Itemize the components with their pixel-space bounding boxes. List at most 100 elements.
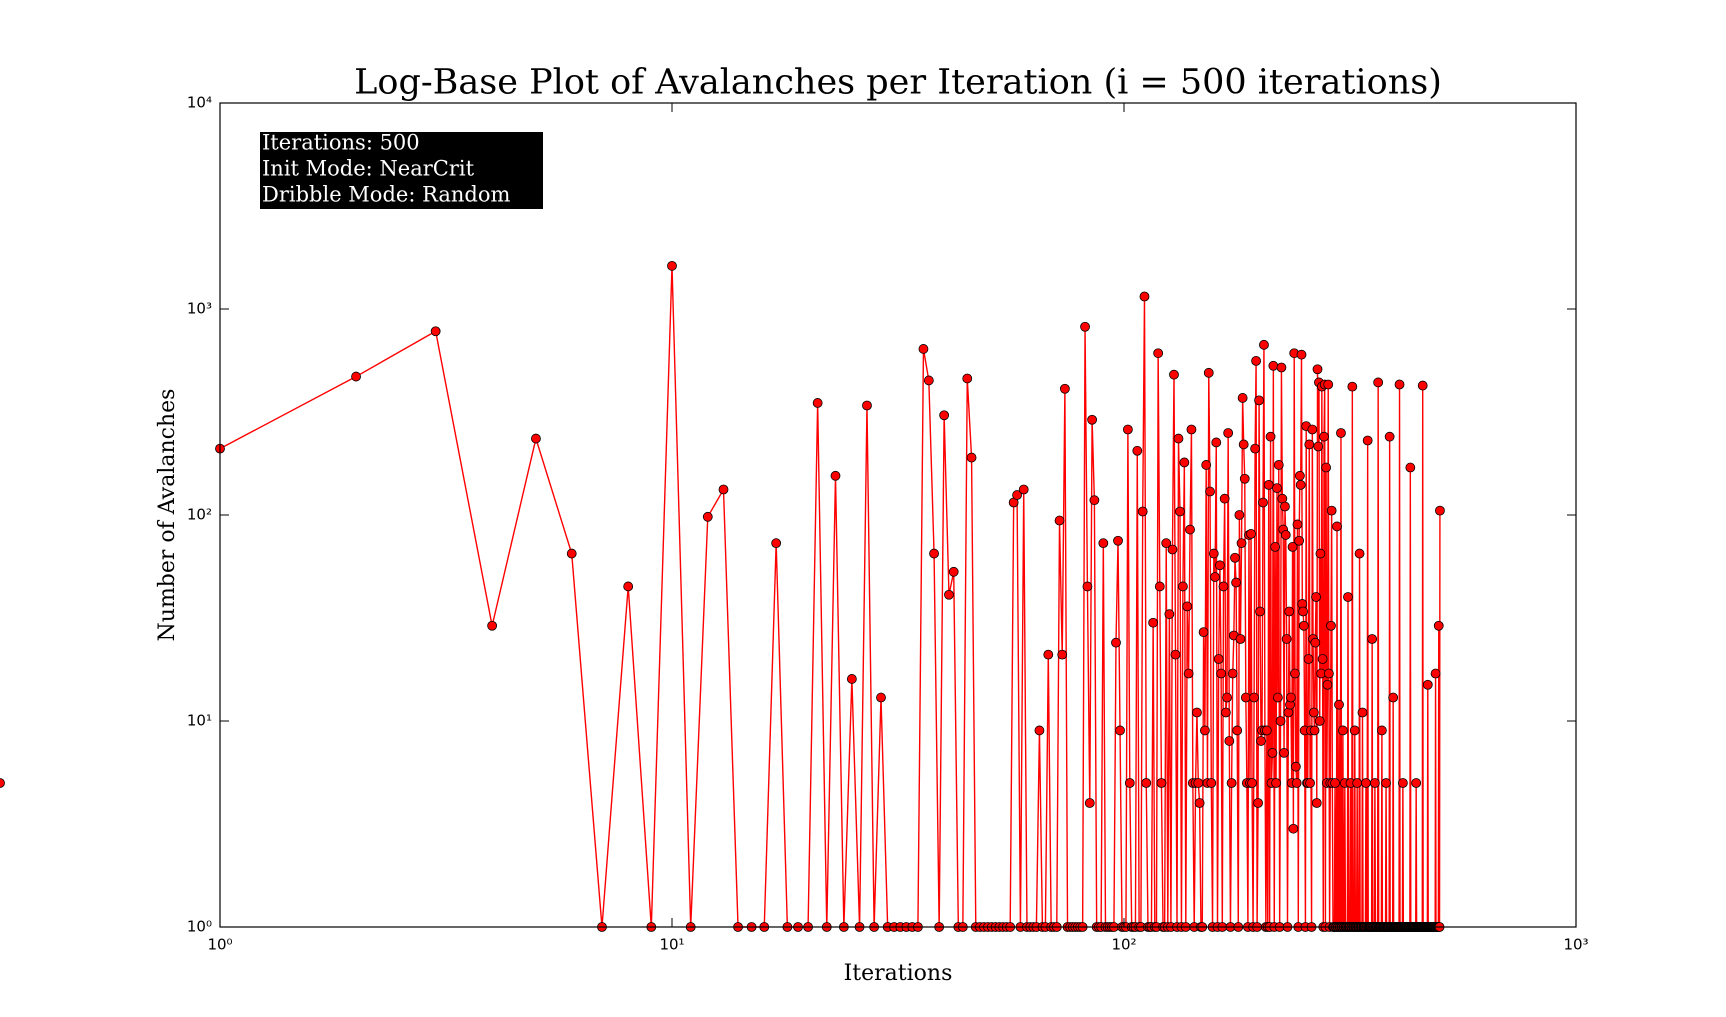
point xyxy=(1253,798,1263,808)
point xyxy=(1250,443,1260,454)
point xyxy=(1352,778,1363,788)
point xyxy=(1230,552,1240,563)
point xyxy=(351,371,361,382)
point xyxy=(1164,609,1175,620)
point xyxy=(1194,798,1205,808)
x-tick-label: 10⁰ xyxy=(207,936,232,954)
point xyxy=(1057,649,1068,660)
point xyxy=(1271,778,1281,788)
point xyxy=(1347,381,1358,392)
point xyxy=(1268,360,1279,371)
point xyxy=(1227,668,1238,679)
point xyxy=(1270,542,1281,552)
chart-title: Log-Base Plot of Avalanches per Iteratio… xyxy=(354,63,1442,103)
point xyxy=(1263,479,1274,490)
point xyxy=(718,484,729,495)
point xyxy=(1336,428,1346,438)
y-tick-label: 10¹ xyxy=(187,712,212,730)
point xyxy=(1161,538,1172,549)
point xyxy=(1261,725,1272,736)
point xyxy=(1304,439,1315,450)
point xyxy=(1362,435,1373,446)
point xyxy=(1373,377,1384,388)
point xyxy=(1370,778,1380,788)
point xyxy=(1296,349,1307,360)
point xyxy=(1249,692,1259,703)
point xyxy=(1435,505,1445,516)
point xyxy=(1312,364,1323,375)
point xyxy=(1303,654,1314,664)
point xyxy=(1178,581,1188,592)
point xyxy=(923,375,934,386)
point xyxy=(1203,367,1214,378)
point xyxy=(1179,457,1190,468)
point xyxy=(929,548,939,559)
point xyxy=(1280,501,1290,512)
point xyxy=(1376,725,1387,736)
point xyxy=(862,400,872,411)
point xyxy=(1201,460,1212,470)
point xyxy=(1314,716,1325,726)
point xyxy=(1169,369,1179,380)
point xyxy=(1288,823,1299,834)
point xyxy=(1246,528,1256,539)
point xyxy=(1276,362,1287,373)
point xyxy=(1208,548,1219,559)
point xyxy=(1308,707,1319,718)
point xyxy=(1012,490,1022,500)
x-tick-label: 10¹ xyxy=(659,936,684,954)
point xyxy=(1430,668,1441,679)
point xyxy=(1232,725,1243,736)
point xyxy=(1251,355,1261,366)
point xyxy=(1291,778,1302,788)
point xyxy=(1089,495,1100,506)
point xyxy=(1279,748,1289,758)
point xyxy=(1295,479,1306,490)
point xyxy=(1349,725,1360,736)
point xyxy=(1338,725,1348,736)
point xyxy=(1388,692,1399,703)
point xyxy=(0,778,5,788)
point xyxy=(1113,535,1123,546)
point xyxy=(1219,493,1230,504)
point xyxy=(1285,692,1296,703)
point xyxy=(1334,699,1344,710)
point xyxy=(1311,798,1322,808)
point xyxy=(1357,707,1368,718)
point xyxy=(830,470,841,481)
point xyxy=(1205,486,1215,497)
point xyxy=(1323,668,1334,679)
point xyxy=(1231,577,1241,588)
point xyxy=(1254,395,1264,406)
point xyxy=(1313,441,1324,452)
y-axis-label: Number of Avalanches xyxy=(155,389,180,642)
point xyxy=(1034,725,1045,736)
x-tick-label: 10² xyxy=(1111,936,1136,954)
point xyxy=(1220,707,1231,718)
annotation: Iterations: 500 xyxy=(262,131,420,155)
point xyxy=(1170,649,1181,660)
point xyxy=(939,410,950,421)
point xyxy=(1290,761,1301,772)
point xyxy=(1319,431,1329,442)
point xyxy=(876,692,886,703)
point xyxy=(1082,581,1093,592)
point xyxy=(1216,668,1227,679)
point xyxy=(1321,462,1332,473)
point xyxy=(846,674,857,684)
point xyxy=(1206,778,1217,788)
point xyxy=(1298,620,1309,631)
point xyxy=(1397,778,1408,788)
point xyxy=(1223,428,1234,438)
point xyxy=(1198,627,1209,638)
point xyxy=(1237,393,1248,403)
y-tick-label: 10⁰ xyxy=(187,918,212,936)
point xyxy=(1317,654,1328,664)
point xyxy=(948,566,959,577)
x-axis-label: Iterations xyxy=(844,961,953,986)
point xyxy=(1087,414,1097,425)
point xyxy=(1192,707,1202,718)
point xyxy=(1433,620,1444,631)
